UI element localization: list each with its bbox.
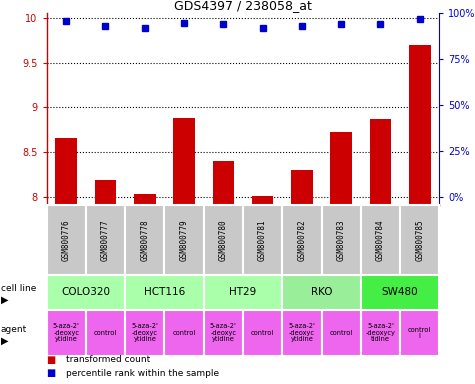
Bar [322, 310, 361, 356]
Bar [282, 310, 322, 356]
Bar [400, 205, 439, 275]
Bar [86, 310, 125, 356]
Text: GSM800780: GSM800780 [219, 219, 228, 261]
Bar [212, 161, 234, 205]
Text: GSM800776: GSM800776 [62, 219, 71, 261]
Bar [409, 45, 430, 205]
Text: control: control [330, 330, 353, 336]
Bar [47, 205, 86, 275]
Bar [164, 310, 204, 356]
Bar [282, 275, 361, 310]
Bar [164, 205, 204, 275]
Text: RKO: RKO [311, 287, 332, 297]
Text: 5-aza-2'
-deoxyc
ytidine: 5-aza-2' -deoxyc ytidine [288, 323, 315, 343]
Bar [291, 170, 313, 205]
Bar [331, 132, 352, 205]
Text: ▶: ▶ [1, 336, 9, 346]
Text: control: control [94, 330, 117, 336]
Text: control: control [251, 330, 274, 336]
Text: ■: ■ [47, 355, 56, 365]
Bar [361, 310, 400, 356]
Text: 5-aza-2'
-deoxyc
ytidine: 5-aza-2' -deoxyc ytidine [210, 323, 237, 343]
Text: control: control [172, 330, 196, 336]
Bar [204, 310, 243, 356]
Bar [322, 205, 361, 275]
Text: GSM800778: GSM800778 [140, 219, 149, 261]
Bar [125, 205, 164, 275]
Bar [243, 205, 282, 275]
Text: GSM800783: GSM800783 [337, 219, 346, 261]
Text: 5-aza-2'
-deoxyc
ytidine: 5-aza-2' -deoxyc ytidine [53, 323, 80, 343]
Bar [95, 180, 116, 205]
Bar [243, 310, 282, 356]
Bar [47, 275, 125, 310]
Bar [47, 310, 86, 356]
Bar [125, 310, 164, 356]
Bar [125, 275, 204, 310]
Title: GDS4397 / 238058_at: GDS4397 / 238058_at [174, 0, 312, 12]
Text: ▶: ▶ [1, 295, 9, 305]
Bar [361, 205, 400, 275]
Text: agent: agent [1, 324, 27, 334]
Bar [56, 139, 77, 205]
Bar [370, 119, 391, 205]
Bar [204, 205, 243, 275]
Text: transformed count: transformed count [66, 355, 151, 364]
Text: HT29: HT29 [229, 287, 256, 297]
Text: GSM800781: GSM800781 [258, 219, 267, 261]
Bar [282, 205, 322, 275]
Text: GSM800785: GSM800785 [415, 219, 424, 261]
Bar [361, 275, 439, 310]
Text: SW480: SW480 [382, 287, 418, 297]
Text: cell line: cell line [1, 284, 36, 293]
Text: COLO320: COLO320 [61, 287, 110, 297]
Text: 5-aza-2'
-deoxycy
tidine: 5-aza-2' -deoxycy tidine [366, 323, 395, 343]
Text: 5-aza-2'
-deoxyc
ytidine: 5-aza-2' -deoxyc ytidine [131, 323, 158, 343]
Text: GSM800784: GSM800784 [376, 219, 385, 261]
Bar [400, 310, 439, 356]
Text: ■: ■ [47, 368, 56, 378]
Bar [173, 118, 195, 205]
Text: HCT116: HCT116 [144, 287, 185, 297]
Bar [204, 275, 282, 310]
Bar [252, 195, 274, 205]
Text: GSM800782: GSM800782 [297, 219, 306, 261]
Text: GSM800779: GSM800779 [180, 219, 189, 261]
Bar [134, 194, 155, 205]
Text: GSM800777: GSM800777 [101, 219, 110, 261]
Text: percentile rank within the sample: percentile rank within the sample [66, 369, 219, 378]
Text: control
l: control l [408, 327, 431, 339]
Bar [86, 205, 125, 275]
